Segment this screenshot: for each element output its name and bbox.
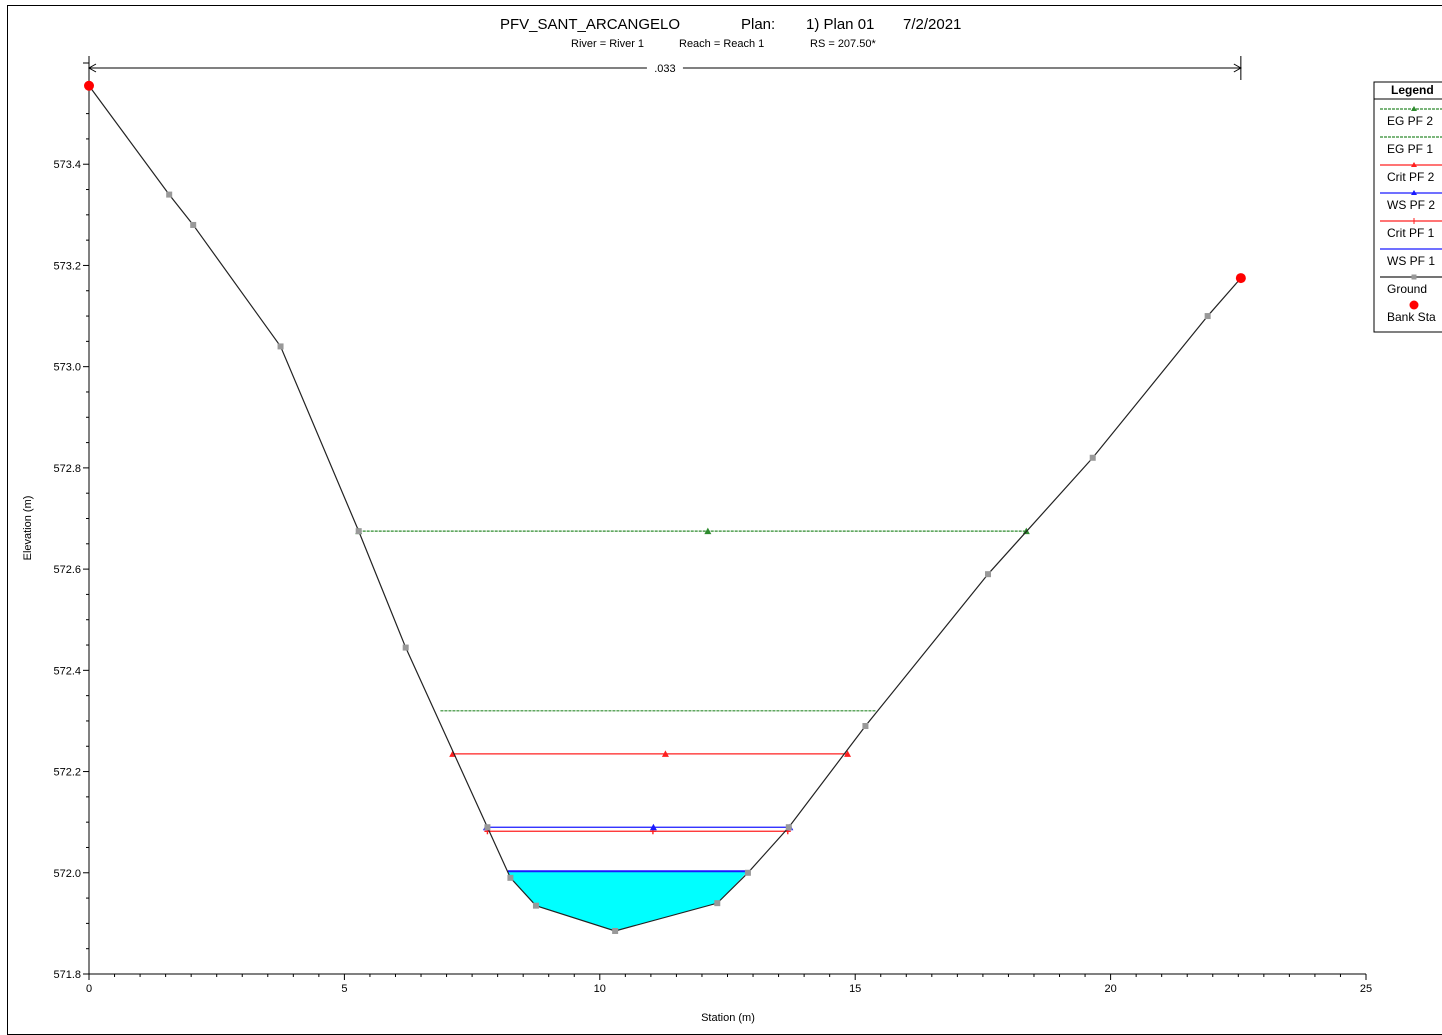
ground-point [277,343,284,350]
legend-swatch-marker [1411,190,1417,195]
y-tick-label: 573.2 [53,260,81,272]
legend-swatch-marker [1409,300,1419,310]
title-plan-value: 1) Plan 01 [806,16,874,33]
ground-point [1204,313,1211,320]
ground-point [190,221,197,228]
ground-point [862,723,869,730]
y-tick-label: 572.2 [53,767,81,779]
title-plan-label: Plan: [741,16,775,33]
y-axis-label: Elevation (m) [22,496,34,561]
water-fill [507,871,748,931]
subtitle-river: River = River 1 [571,38,644,50]
legend-entry-label: Bank Sta [1387,310,1436,324]
legend: Legend EG PF 2 EG PF 1 Crit PF 2 WS PF 2 Crit… [1373,81,1442,333]
manning-label-bg [646,61,683,75]
x-tick-label: 10 [594,983,606,995]
plot-area: .033 [84,56,1246,934]
ground-point [507,874,514,881]
legend-swatch-marker [1411,218,1417,224]
y-tick-label: 572.6 [53,564,81,576]
legend-box [1373,81,1442,333]
x-tick-label: 20 [1104,983,1116,995]
crit-pf2-marker [844,750,852,757]
x-tick-label: 15 [849,983,861,995]
crit-pf2-marker [661,750,669,757]
title-project: PFV_SANT_ARCANGELO [500,16,680,33]
y-tick-label: 573.0 [53,362,81,374]
ground-point [484,824,491,831]
axes: 571.8 572.0 572.2 572.4 572.6 572.8 573.0 573.2… [53,62,1372,995]
ground-point [714,900,721,907]
ws-pf2-marker [649,823,657,831]
ground-point [612,927,619,934]
y-tick-label: 571.8 [53,969,81,981]
eg-pf2-marker [704,527,712,535]
title-date: 7/2/2021 [903,16,961,33]
ground-line [88,85,1242,932]
x-tick-label: 5 [341,983,347,995]
legend-entry-label: EG PF 1 [1387,142,1433,156]
ground-point [1089,454,1096,461]
legend-swatch-marker [1411,106,1417,111]
subtitle-reach: Reach = Reach 1 [679,38,764,50]
bank-station-point [84,80,94,91]
manning-left-arrow [87,63,97,73]
legend-entry-label: Ground [1387,282,1427,296]
y-tick-label: 572.0 [53,868,81,880]
legend-entry-label: EG PF 2 [1387,114,1433,128]
ground-point [744,869,751,876]
legend-entry-label: Crit PF 1 [1387,226,1435,240]
x-axis-label: Station (m) [701,1012,755,1024]
x-tick-label: 25 [1360,983,1372,995]
y-tick-label: 572.4 [53,665,81,677]
manning-right-arrow [1233,63,1242,73]
ground-point [166,191,173,198]
legend-swatch-marker [1411,162,1417,167]
bank-station-point [1235,273,1246,284]
legend-entry-label: WS PF 1 [1387,254,1435,268]
ground-point [785,824,792,831]
ground-point [355,528,362,535]
ground-point [532,902,539,909]
manning-label: .033 [654,63,675,75]
x-tick-label: 0 [86,983,92,995]
legend-swatch-marker [1411,274,1417,280]
subtitle-rs: RS = 207.50* [810,38,876,50]
ground-point [985,571,992,578]
ground-point [402,644,409,651]
legend-entry-label: WS PF 2 [1387,198,1435,212]
y-tick-label: 572.8 [53,463,81,475]
legend-title: Legend [1391,83,1434,97]
legend-entry-label: Crit PF 2 [1387,170,1435,184]
y-tick-label: 573.4 [53,159,81,171]
